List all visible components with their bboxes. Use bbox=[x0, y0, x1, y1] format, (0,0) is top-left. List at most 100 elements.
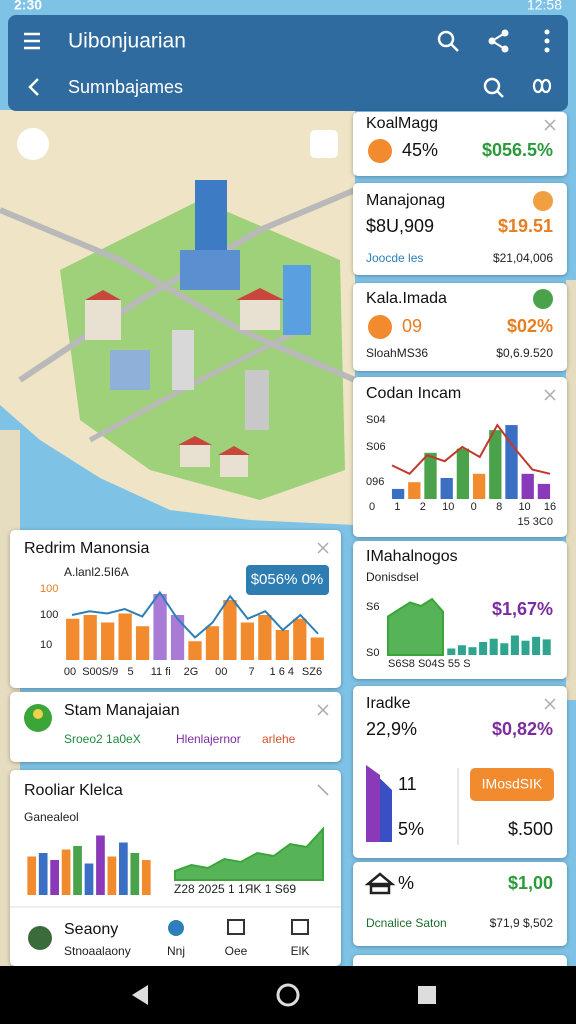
chart-bar bbox=[521, 473, 534, 499]
link-icon[interactable] bbox=[532, 78, 552, 94]
chart-line bbox=[71, 590, 319, 639]
chart-bar bbox=[391, 488, 405, 499]
chart-bar bbox=[472, 473, 486, 499]
back-icon[interactable] bbox=[28, 78, 39, 96]
x-label: 00 bbox=[215, 666, 227, 678]
label: SloahMS36 bbox=[366, 346, 428, 360]
chart-bar bbox=[141, 860, 151, 895]
value: $19.51 bbox=[498, 216, 553, 236]
count: 11 bbox=[398, 774, 417, 794]
tab-label[interactable]: ElK bbox=[291, 944, 310, 958]
search-icon[interactable] bbox=[437, 30, 459, 52]
x-label: 2 bbox=[420, 501, 426, 513]
card-title: Iradke bbox=[366, 695, 411, 712]
card-title: Kala.Imada bbox=[366, 290, 447, 307]
chart-area bbox=[387, 597, 444, 656]
x-label: 1 6 4 bbox=[270, 666, 294, 678]
tag: Sroeo2 1a0eX bbox=[64, 732, 141, 746]
nav-recents[interactable] bbox=[418, 986, 436, 1004]
chart-bar bbox=[130, 853, 140, 895]
x-label: 2G bbox=[184, 666, 199, 678]
y-label: S6 bbox=[366, 601, 379, 613]
status-clock: 12:58 bbox=[527, 0, 562, 13]
y-label: 100 bbox=[40, 583, 58, 595]
card-rooliar[interactable]: Rooliar Klelca Ganealeol Z28 2025 1 1ЯK … bbox=[10, 770, 341, 966]
label: $71,9 $,502 bbox=[490, 916, 554, 930]
chart-bar bbox=[61, 849, 71, 895]
tag: arlehe bbox=[262, 732, 296, 746]
tab-label[interactable]: Nnj bbox=[167, 944, 185, 958]
x-label: SZ6 bbox=[302, 666, 322, 678]
chart-area bbox=[174, 826, 324, 881]
x-label: 00 bbox=[64, 666, 76, 678]
x-label: 0 bbox=[369, 501, 375, 513]
value: % bbox=[398, 873, 414, 893]
label: $21,04,006 bbox=[493, 251, 553, 265]
x-label: 0 bbox=[471, 501, 477, 513]
x-label: 10 bbox=[442, 501, 454, 513]
x-label: S6S8 S04S 55 S bbox=[388, 658, 471, 670]
subtitle: A.lanl2.5I6A bbox=[64, 565, 129, 579]
card-house[interactable]: % $1,00 Dcnalice Saton $71,9 $,502 bbox=[353, 862, 567, 946]
card-irad[interactable]: Iradke 22,9% $0,82% 11 5% IMosdSIK $.500 bbox=[353, 686, 567, 858]
chart-bar bbox=[170, 615, 185, 660]
chart-bar bbox=[408, 482, 421, 499]
button-label[interactable]: IMosdSIK bbox=[482, 776, 543, 792]
chart-bar bbox=[479, 642, 488, 655]
chart-bar bbox=[258, 615, 272, 660]
app-bar bbox=[8, 15, 568, 111]
value: $02% bbox=[507, 316, 553, 336]
chart-bar bbox=[532, 636, 541, 655]
tab-icon[interactable] bbox=[227, 919, 245, 935]
card-title: IMahalnogos bbox=[366, 548, 458, 565]
chart-bar bbox=[447, 648, 456, 655]
share-icon[interactable] bbox=[488, 29, 509, 53]
sub-search-icon[interactable] bbox=[483, 77, 504, 98]
chart-bar bbox=[489, 638, 498, 655]
y-label: 096 bbox=[366, 476, 384, 488]
card-mahal[interactable]: IMahalnogos Donisdsel $1,67% S6 S0 S6S8 … bbox=[353, 541, 567, 679]
card-stam[interactable]: Stam Manajaian Sroeo2 1a0eX Hlenlajernor… bbox=[10, 692, 341, 762]
y-label: 10 bbox=[40, 639, 52, 651]
chart-bar bbox=[275, 630, 289, 660]
chart-bar bbox=[456, 448, 470, 499]
chart-bar bbox=[50, 860, 59, 895]
menu-icon[interactable] bbox=[24, 32, 40, 50]
x-label: S00S/9 bbox=[82, 666, 118, 678]
value: $1,67% bbox=[492, 599, 553, 619]
chart-bar bbox=[73, 846, 82, 895]
chart-line bbox=[391, 423, 551, 476]
card-codan[interactable]: Codan Incam S04 S06 096 15 3C0 0 1 2 10 0 8 10… bbox=[353, 377, 567, 537]
y-label: S0 bbox=[366, 647, 379, 659]
card-koal[interactable]: KoalMagg 45% $056.5% bbox=[353, 112, 567, 176]
chart-bar bbox=[537, 483, 551, 499]
tab-icon[interactable] bbox=[291, 919, 309, 935]
x-label: Z28 2025 1 1ЯK 1 S69 bbox=[174, 882, 296, 896]
nav-back[interactable] bbox=[132, 985, 148, 1005]
tab-label[interactable]: Oee bbox=[225, 944, 248, 958]
more-icon[interactable] bbox=[544, 29, 550, 53]
action-button[interactable] bbox=[470, 768, 554, 801]
value: $8U,909 bbox=[366, 216, 434, 236]
tab-icon[interactable] bbox=[168, 920, 184, 936]
card-kala[interactable]: Kala.Imada 09 $02% SloahMS36 $0,6.9.520 bbox=[353, 283, 567, 371]
chart-bar bbox=[310, 637, 324, 660]
x-label: 16 bbox=[544, 501, 556, 513]
chart-bar bbox=[188, 641, 202, 660]
footer-title: Seaony bbox=[64, 921, 118, 938]
chart-bar bbox=[293, 618, 307, 660]
tag: Hlenlajernor bbox=[176, 732, 241, 746]
status-time: 2:30 bbox=[14, 0, 42, 13]
y-label: S06 bbox=[366, 441, 386, 453]
card-title: Redrim Manonsia bbox=[24, 540, 149, 557]
chart-bar bbox=[66, 618, 80, 660]
nav-home[interactable] bbox=[276, 983, 300, 1007]
y-label: S04 bbox=[366, 414, 386, 426]
chart-bar bbox=[101, 622, 115, 660]
card-title: Rooliar Klelca bbox=[24, 782, 123, 799]
card-title: Stam Manajaian bbox=[64, 702, 180, 719]
card-redrim[interactable]: Redrim Manonsia A.lanl2.5I6A $056% 0% 10… bbox=[10, 530, 341, 688]
chart-bar bbox=[489, 430, 502, 499]
x-label: 11 fi bbox=[151, 666, 171, 678]
card-mana[interactable]: Manajonag $8U,909 $19.51 Joocde les $21,… bbox=[353, 183, 567, 275]
